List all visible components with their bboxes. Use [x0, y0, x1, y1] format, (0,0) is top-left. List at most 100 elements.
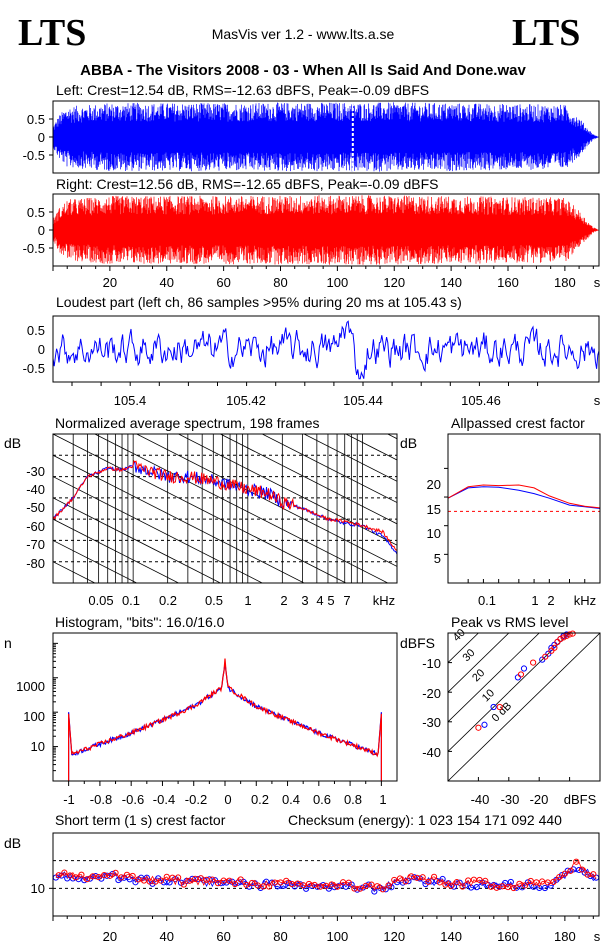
crest-point — [214, 880, 222, 887]
waveform-left-panel — [49, 100, 600, 174]
slope-line — [53, 497, 222, 583]
short-term-title: Short term (1 s) crest factor — [55, 812, 226, 828]
xtick-label: 40 — [160, 275, 174, 290]
time-axis: 20 40 60 80 100 120 140 160 180 — [52, 266, 594, 290]
ytick-label: -60 — [26, 519, 45, 534]
xtick-label: 3 — [301, 593, 308, 608]
xtick-label: 105.42 — [226, 393, 266, 408]
allpassed-yticks: 20 15 10 5 — [427, 477, 441, 566]
xtick-label: 0.1 — [478, 593, 496, 608]
peak-rms-point — [557, 635, 564, 643]
xtick-unit: s — [594, 393, 601, 408]
slope-line — [303, 434, 397, 482]
crest-point — [539, 878, 546, 885]
loudest-yticks: 0.5 0 -0.5 — [23, 323, 45, 376]
xtick-label: 120 — [383, 929, 405, 944]
peak-rms-point — [542, 653, 549, 660]
spectrum-yticks: -30 -40 -50 -60 -70 -80 — [26, 464, 45, 571]
crest-point — [496, 883, 503, 890]
ytick-label: 15 — [427, 502, 441, 517]
xtick-label: -0.4 — [153, 792, 175, 807]
crest-point — [263, 878, 270, 885]
diagonal-label: 0 dB — [490, 700, 514, 724]
ytick-label: 0 — [38, 342, 45, 357]
crest-point — [399, 879, 406, 886]
xtick-label: 105.4 — [114, 393, 147, 408]
crest-point — [507, 878, 514, 886]
waveform-left-title: Left: Crest=12.54 dB, RMS=-12.63 dBFS, P… — [56, 82, 429, 98]
crest-point — [342, 883, 350, 890]
crest-point — [334, 883, 341, 890]
ytick-label: 0 — [38, 223, 45, 238]
crest-series — [447, 484, 601, 509]
crest-point — [243, 881, 250, 888]
slope-line — [53, 518, 180, 583]
crest-point — [391, 876, 398, 884]
crest-point — [328, 881, 335, 888]
loudest-xticks: 105.4 105.42 105.44 105.46 s — [114, 393, 601, 408]
crest-point — [226, 877, 233, 884]
peak-rms-yticks: -10 -20 -30 -40 — [422, 656, 441, 760]
crest-point — [533, 879, 540, 886]
crest-point — [254, 882, 261, 889]
crest-point — [354, 886, 361, 893]
crest-point — [231, 880, 239, 888]
xtick-label: 0.2 — [159, 593, 177, 608]
xtick-label: 100 — [327, 929, 349, 944]
xtick-unit: dBFS — [564, 792, 597, 807]
ytick-label: 10 — [31, 881, 45, 896]
xtick-label: 100 — [327, 275, 349, 290]
crest-point — [345, 879, 352, 886]
diagonal-grid — [448, 633, 600, 781]
waveform-right-title: Right: Crest=12.56 dB, RMS=-12.65 dBFS, … — [56, 176, 438, 192]
crest-point — [567, 867, 574, 874]
crest-point — [135, 876, 142, 883]
peak-rms-point — [520, 665, 528, 672]
crest-point — [357, 885, 364, 892]
short-term-ylabel: dB — [4, 835, 21, 851]
crest-point — [371, 888, 378, 895]
time-axis-unit: s — [594, 275, 601, 290]
xtick-label: -0.2 — [185, 792, 207, 807]
crest-point — [411, 874, 418, 881]
xtick-label: 20 — [103, 275, 117, 290]
waveform-trace — [52, 195, 599, 265]
diagonal-line — [448, 633, 540, 723]
logo-left: LTS — [18, 12, 86, 54]
crest-point — [66, 872, 74, 879]
crest-point — [413, 874, 421, 881]
crest-point — [186, 877, 193, 884]
spectrum-ylabel: dB — [4, 435, 21, 451]
peak-rms-point — [530, 659, 537, 666]
crest-point — [197, 875, 204, 882]
ytick-label: -50 — [26, 500, 45, 515]
spectrum-panel — [52, 433, 398, 584]
allpassed-xticks: 0.1 1 2 kHz — [478, 593, 596, 608]
ytick-label: -30 — [422, 715, 441, 730]
crest-point — [297, 881, 304, 888]
crest-point — [442, 881, 449, 888]
xtick-label: 180 — [554, 275, 576, 290]
crest-point — [72, 874, 79, 881]
slope-line — [53, 561, 96, 583]
xtick-label: 160 — [497, 929, 519, 944]
crest-point — [78, 871, 85, 878]
ytick-label: 5 — [434, 551, 441, 566]
crest-point — [163, 873, 170, 880]
crest-point — [379, 886, 386, 893]
histogram-series — [68, 658, 382, 781]
peak-rms-xticks: -40 -30 -20 dBFS — [471, 792, 597, 807]
waveform-left-yticks: 0.5 0 -0.5 — [23, 112, 45, 163]
crest-point — [465, 877, 472, 884]
crest-point — [436, 879, 443, 886]
waveform-trace — [52, 102, 599, 172]
diagonal-line — [448, 633, 600, 781]
slope-line — [261, 434, 397, 503]
slope-line — [135, 434, 397, 567]
crest-point — [55, 872, 62, 879]
crest-point — [578, 866, 586, 873]
xtick-label: 140 — [440, 275, 462, 290]
peak-rms-ylabel: dBFS — [400, 635, 435, 651]
spectrum-grid — [53, 434, 397, 583]
